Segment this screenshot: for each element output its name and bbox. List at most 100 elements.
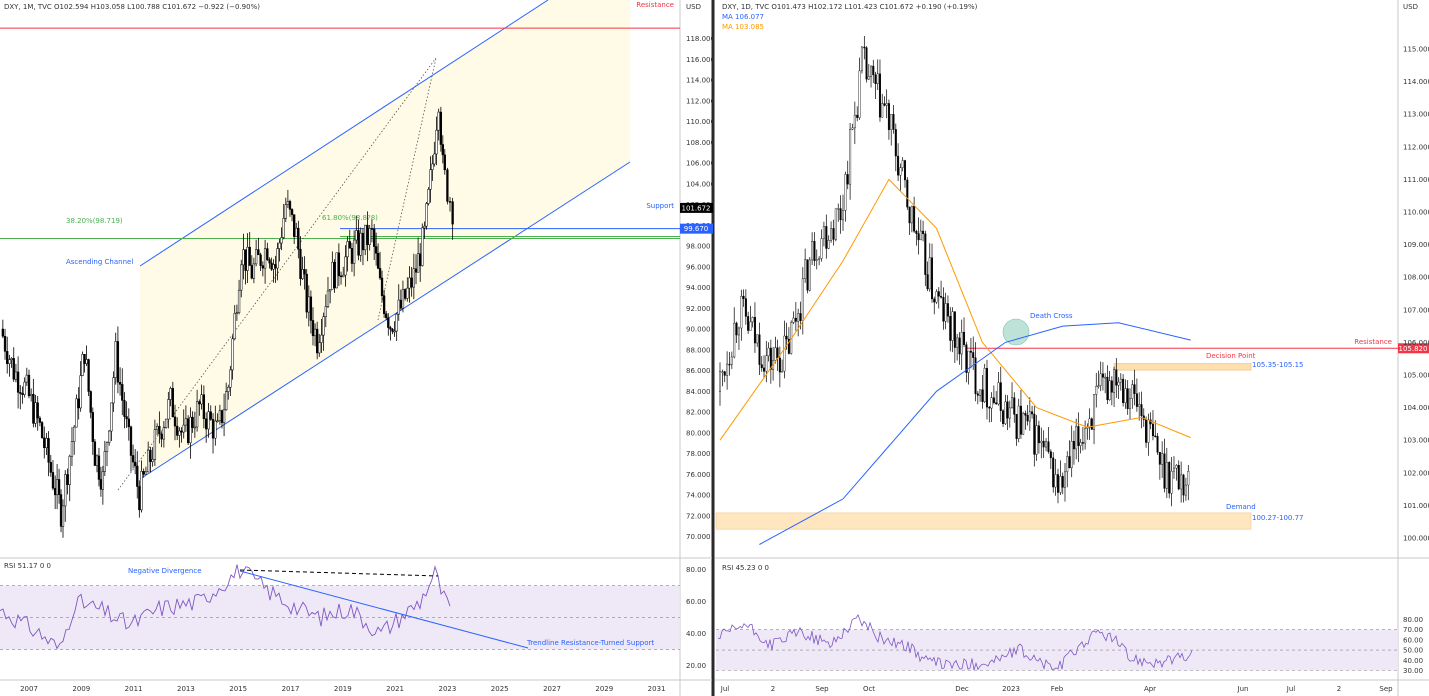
daily-candle-body bbox=[937, 291, 940, 297]
daily-candle-body bbox=[842, 210, 845, 221]
monthly-year-tick: 2029 bbox=[595, 685, 613, 693]
daily-candle-body bbox=[942, 297, 945, 322]
daily-candle-body bbox=[783, 335, 786, 372]
monthly-candle-body bbox=[43, 437, 46, 449]
monthly-candle-body bbox=[272, 264, 275, 270]
daily-rsi-pane bbox=[716, 613, 1398, 671]
decision-zone bbox=[1113, 363, 1252, 371]
monthly-candle-body bbox=[89, 391, 92, 413]
daily-candle-body bbox=[811, 241, 814, 261]
daily-candle-body bbox=[919, 230, 922, 241]
monthly-candle-body bbox=[288, 201, 292, 210]
monthly-candle-body bbox=[79, 375, 82, 409]
daily-candle-body bbox=[876, 73, 879, 85]
monthly-candle-body bbox=[370, 228, 374, 230]
negative-divergence-label: Negative Divergence bbox=[128, 567, 202, 575]
monthly-candle-body bbox=[99, 479, 103, 490]
daily-candle-body bbox=[774, 347, 777, 361]
monthly-price-tick: 92.000 bbox=[686, 305, 711, 313]
monthly-candle-body bbox=[250, 265, 253, 279]
monthly-candle-body bbox=[361, 232, 365, 251]
daily-candle-body bbox=[960, 331, 963, 355]
daily-candle-body bbox=[1033, 413, 1036, 455]
daily-candle-body bbox=[1131, 384, 1134, 399]
daily-candle-body bbox=[976, 393, 979, 396]
daily-candle-body bbox=[1147, 419, 1150, 443]
monthly-candle-body bbox=[131, 455, 135, 463]
daily-candle-body bbox=[1122, 378, 1125, 404]
monthly-year-tick: 2013 bbox=[177, 685, 195, 693]
monthly-candle-body bbox=[412, 268, 415, 288]
daily-candle-body bbox=[744, 298, 747, 317]
daily-candle-body bbox=[887, 103, 890, 130]
monthly-price-tick: 88.000 bbox=[686, 346, 711, 354]
monthly-candle-body bbox=[125, 416, 128, 420]
daily-candle-body bbox=[1145, 419, 1148, 443]
daily-candle-body bbox=[1101, 373, 1104, 378]
daily-candle-body bbox=[1154, 435, 1157, 438]
monthly-candle-body bbox=[155, 425, 159, 430]
demand-label: Demand bbox=[1226, 503, 1256, 511]
monthly-candle-body bbox=[437, 111, 440, 131]
daily-price-pane bbox=[715, 35, 1398, 545]
daily-candle-body bbox=[827, 240, 830, 249]
monthly-price-tick: 76.000 bbox=[686, 471, 711, 479]
monthly-candle-body bbox=[359, 232, 362, 256]
daily-candle-body bbox=[969, 350, 972, 353]
monthly-price-tick: 78.000 bbox=[686, 450, 711, 458]
daily-candle-body bbox=[1126, 388, 1129, 409]
daily-date-tick: Dec bbox=[955, 685, 969, 693]
daily-candle-body bbox=[1172, 467, 1175, 472]
daily-candle-body bbox=[974, 357, 977, 394]
monthly-candle-body bbox=[266, 248, 269, 260]
monthly-candle-body bbox=[333, 262, 336, 289]
monthly-candle-body bbox=[282, 218, 285, 238]
daily-candle-body bbox=[1177, 464, 1180, 490]
daily-candle-body bbox=[749, 321, 752, 331]
monthly-candle-body bbox=[21, 393, 24, 395]
monthly-candle-body bbox=[231, 338, 234, 371]
monthly-candle-body bbox=[439, 111, 443, 145]
monthly-candle-body bbox=[441, 144, 444, 156]
monthly-candle-body bbox=[284, 204, 287, 219]
monthly-candle-body bbox=[257, 249, 260, 256]
daily-candle-body bbox=[818, 258, 821, 260]
daily-candle-body bbox=[822, 226, 825, 239]
daily-price-tick: 103.000 bbox=[1403, 437, 1429, 445]
monthly-price-tick: 118.000 bbox=[686, 35, 715, 43]
daily-candle-body bbox=[765, 355, 768, 372]
daily-candle-body bbox=[1070, 441, 1073, 469]
daily-candle-body bbox=[1042, 440, 1045, 448]
monthly-candle-body bbox=[403, 289, 407, 299]
monthly-candle-body bbox=[320, 334, 323, 343]
monthly-price-tick: 114.000 bbox=[686, 77, 715, 85]
monthly-price-tick: 98.000 bbox=[686, 243, 711, 251]
monthly-candle-body bbox=[416, 253, 420, 273]
daily-candle-body bbox=[944, 303, 947, 322]
monthly-candle-body bbox=[23, 381, 26, 395]
daily-candle-body bbox=[846, 174, 849, 185]
monthly-candle-body bbox=[171, 388, 174, 418]
monthly-candle-body bbox=[435, 129, 438, 155]
daily-candle-body bbox=[1099, 373, 1102, 386]
monthly-candle-body bbox=[414, 268, 418, 273]
monthly-candle-body bbox=[227, 387, 230, 392]
monthly-rsi-tick: 80.00 bbox=[686, 566, 706, 574]
daily-candle-body bbox=[1022, 413, 1025, 435]
monthly-candle-body bbox=[64, 474, 67, 507]
daily-price-tick: 114.000 bbox=[1403, 78, 1429, 86]
daily-candle-body bbox=[778, 357, 781, 373]
monthly-candle-body bbox=[209, 411, 212, 420]
monthly-candle-body bbox=[443, 154, 446, 171]
monthly-candle-body bbox=[36, 402, 39, 419]
monthly-candle-body bbox=[346, 241, 349, 258]
monthly-candle-body bbox=[193, 426, 197, 429]
monthly-candle-body bbox=[237, 289, 241, 313]
demand-zone-label: 100.27-100.77 bbox=[1252, 514, 1304, 522]
monthly-candle-body bbox=[218, 410, 222, 421]
daily-candle-body bbox=[1163, 453, 1166, 489]
daily-candle-body bbox=[946, 303, 949, 317]
monthly-candle-body bbox=[34, 402, 37, 424]
daily-candle-body bbox=[897, 155, 900, 176]
daily-rsi-tick: 70.00 bbox=[1403, 626, 1423, 634]
